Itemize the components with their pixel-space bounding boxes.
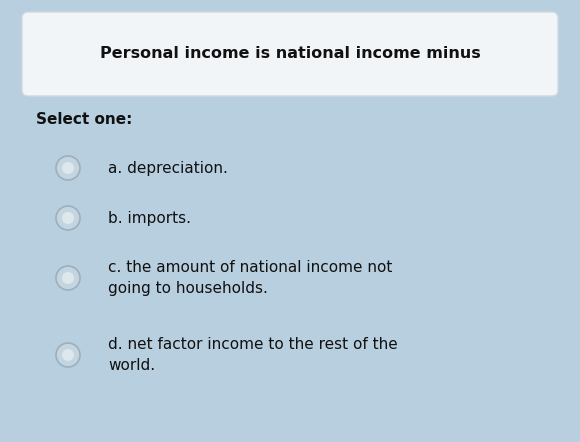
Text: Select one:: Select one: xyxy=(36,113,132,127)
Circle shape xyxy=(56,343,80,367)
Circle shape xyxy=(56,266,80,290)
Text: a. depreciation.: a. depreciation. xyxy=(108,160,228,175)
FancyBboxPatch shape xyxy=(22,12,558,96)
Circle shape xyxy=(56,156,80,180)
Text: b. imports.: b. imports. xyxy=(108,210,191,225)
Circle shape xyxy=(62,272,74,284)
Circle shape xyxy=(56,206,80,230)
Text: c. the amount of national income not
going to households.: c. the amount of national income not goi… xyxy=(108,260,393,296)
Text: Personal income is national income minus: Personal income is national income minus xyxy=(100,46,480,61)
Circle shape xyxy=(62,349,74,361)
Circle shape xyxy=(62,212,74,224)
Circle shape xyxy=(62,162,74,174)
Text: d. net factor income to the rest of the
world.: d. net factor income to the rest of the … xyxy=(108,337,398,373)
